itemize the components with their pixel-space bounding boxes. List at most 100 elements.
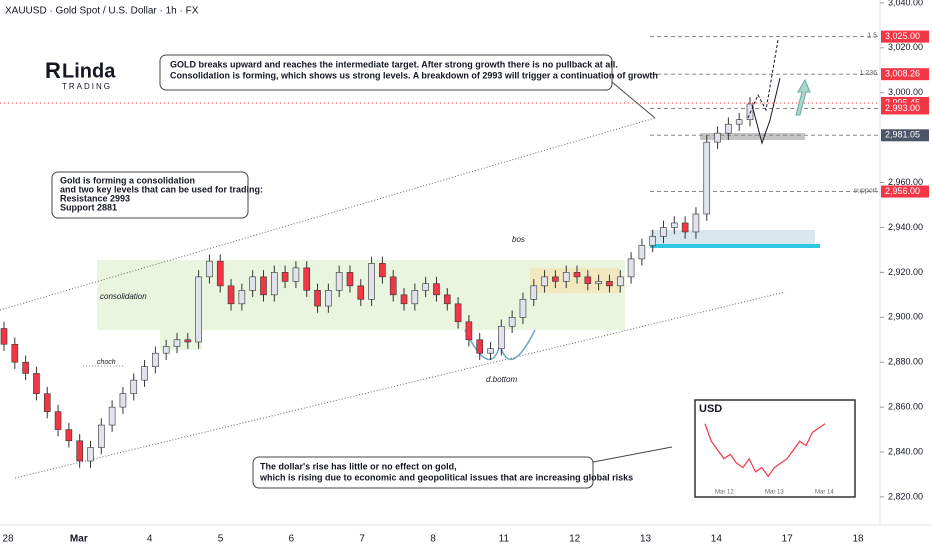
pointer	[592, 446, 673, 463]
candle-body	[454, 303, 462, 323]
candle-body	[303, 267, 311, 291]
x-tick-label: 8	[430, 534, 436, 545]
inset-x-label: Mar 14	[815, 490, 834, 496]
y-tick-label: 3,000.00	[888, 87, 923, 97]
candle-body	[671, 222, 678, 228]
candle-body	[627, 258, 635, 278]
candle-body	[173, 339, 181, 347]
candle-body	[681, 222, 689, 233]
candle-body	[216, 260, 224, 287]
x-tick-label: 13	[640, 534, 652, 545]
candle-body	[281, 272, 289, 282]
x-tick-label: 18	[852, 534, 864, 545]
y-tick-label: 2,900.00	[888, 312, 923, 322]
candle-body	[184, 339, 192, 343]
annotation: Resistance 2993	[60, 193, 130, 203]
x-tick-label: 17	[782, 534, 794, 545]
candle-body	[368, 263, 375, 300]
candle-body	[552, 276, 559, 282]
y-tick-label: 2,820.00	[888, 491, 923, 501]
price-label: 2,993.00	[885, 103, 920, 113]
zone	[160, 330, 202, 350]
x-tick-label: 4	[147, 534, 153, 545]
price-label: 2,956.00	[885, 186, 920, 196]
candle-body	[400, 294, 408, 305]
logo: R	[45, 58, 61, 83]
annotation: Support 2881	[60, 202, 117, 212]
candle-body	[87, 447, 94, 462]
candle-body	[108, 406, 116, 426]
candle-body	[314, 290, 321, 307]
candle-body	[411, 290, 419, 305]
x-tick-label: 12	[569, 534, 581, 545]
candle-body	[346, 272, 354, 287]
plot	[0, 36, 880, 468]
x-tick-label: 11	[499, 534, 510, 545]
candle-body	[130, 379, 138, 394]
candle-body	[292, 267, 300, 282]
annotation-box	[159, 54, 613, 91]
inset-x-label: Mar 12	[715, 490, 734, 496]
candle-body	[562, 272, 570, 282]
zone-label: d.bottom	[486, 375, 517, 384]
y-tick-label: 3,020.00	[888, 42, 923, 52]
candle-body	[606, 281, 613, 287]
annotation: GOLD breaks upward and reaches the inter…	[170, 59, 618, 69]
x-tick-label: 5	[218, 534, 224, 545]
candle-body	[0, 328, 8, 345]
price-label: 3,025.00	[885, 31, 920, 41]
level-note: 1.236	[859, 70, 877, 77]
candle-body	[616, 276, 624, 287]
price-label-bg	[881, 185, 929, 198]
candle-body	[703, 141, 711, 215]
candle-body	[541, 276, 548, 287]
inset: USD Mar 12 Mar 13 Mar 14	[694, 399, 856, 498]
annotation: Gold is forming a consolidation	[60, 175, 195, 185]
y-tick-label: 2,880.00	[888, 357, 923, 367]
annotation: which is rising due to economic and geop…	[259, 472, 633, 482]
price-label: 3,008.26	[885, 69, 920, 79]
annotation: The dollar's rise has little or no effec…	[260, 461, 457, 471]
level-note: 1.5	[867, 32, 877, 39]
candle-body	[119, 393, 127, 408]
candle-body	[660, 227, 667, 237]
candle-body	[638, 245, 646, 260]
candle-body	[206, 260, 213, 278]
annotation: Consolidation is forming, which shows us…	[170, 70, 658, 80]
candle-body	[746, 103, 754, 120]
candle-body	[714, 132, 721, 143]
y-tick-label: 2,920.00	[888, 267, 923, 277]
level-note: support	[854, 187, 877, 194]
candle-body	[227, 285, 235, 305]
candle-body	[325, 290, 332, 307]
x-tick-label: Mar	[70, 534, 88, 545]
price-label-bg	[881, 30, 929, 43]
inset-line	[704, 423, 826, 478]
candle-body	[465, 321, 473, 341]
candle-body	[433, 283, 440, 296]
zone-label: choch	[97, 359, 116, 366]
annotation-box	[51, 171, 249, 219]
candle-body	[76, 440, 83, 462]
candle-body	[141, 366, 148, 381]
candle-body	[389, 276, 397, 296]
chart-title: XAUUSD · Gold Spot / U.S. Dollar · 1h · …	[5, 6, 199, 17]
y-tick-label: 2,860.00	[888, 401, 923, 411]
y-tick-label: 2,960.00	[888, 177, 923, 187]
candle-body	[422, 283, 429, 291]
candle-body	[725, 123, 732, 134]
candle-body	[335, 272, 343, 291]
zone-label: bos	[512, 235, 525, 244]
zone-label: consolidation	[100, 292, 147, 301]
channel-lower	[14, 291, 786, 479]
projection	[747, 39, 779, 119]
candle-body	[357, 285, 365, 300]
price-label: 2,995.45	[885, 97, 920, 107]
inset-x-label: Mar 13	[765, 490, 784, 496]
price-label-bg	[881, 68, 929, 81]
candle-body	[530, 285, 538, 300]
candle-body	[65, 429, 73, 442]
y-tick-label: 2,940.00	[888, 222, 923, 232]
candle-body	[692, 213, 700, 233]
